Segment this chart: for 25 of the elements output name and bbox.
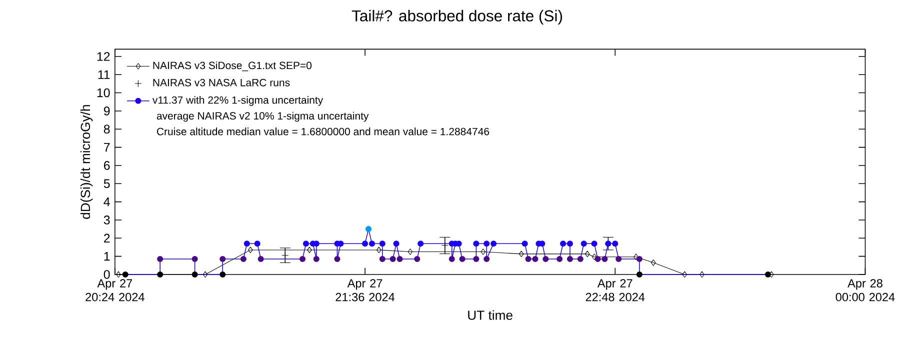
- chart-title: Tail#? absorbed dose rate (Si): [352, 10, 562, 24]
- x-axis-title: UT time: [468, 310, 512, 320]
- y-tick-label: 3: [104, 215, 110, 224]
- legend-label: v11.37 with 22% 1-sigma uncertainty: [152, 96, 324, 106]
- y-tick-label: 9: [104, 106, 110, 116]
- y-tick-label: 1: [104, 252, 110, 260]
- y-tick-label: 10: [97, 88, 110, 98]
- x-tick-label: Apr 28 00:00 2024: [836, 278, 895, 302]
- y-tick-label: 12: [97, 52, 110, 61]
- y-tick-label: 4: [104, 197, 110, 206]
- y-axis-title: dD(Si)/dt microGy/h: [80, 104, 93, 219]
- x-tick-label: Apr 27 22:48 2024: [586, 278, 645, 302]
- y-tick-label: 8: [104, 124, 110, 134]
- x-tick-label: Apr 27 20:24 2024: [86, 278, 144, 302]
- y-tick-label: 7: [104, 142, 110, 152]
- y-tick-label: 0: [104, 270, 110, 279]
- annotation: average NAIRAS v2 10% 1-sigma uncertainty: [156, 112, 369, 122]
- legend-label: NAIRAS v3 SiDose_G1.txt SEP=0: [153, 61, 312, 71]
- x-tick-label: Apr 27 21:36 2024: [336, 278, 395, 302]
- y-tick-label: 5: [104, 179, 110, 188]
- y-tick-label: 2: [104, 234, 110, 242]
- annotation: Cruise altitude median value = 1.6800000 and mean value = 1.2884746: [156, 127, 490, 136]
- y-tick-label: 6: [104, 160, 110, 170]
- y-tick-label: 11: [98, 70, 110, 79]
- legend-label: NAIRAS v3 NASA LaRC runs: [153, 78, 290, 86]
